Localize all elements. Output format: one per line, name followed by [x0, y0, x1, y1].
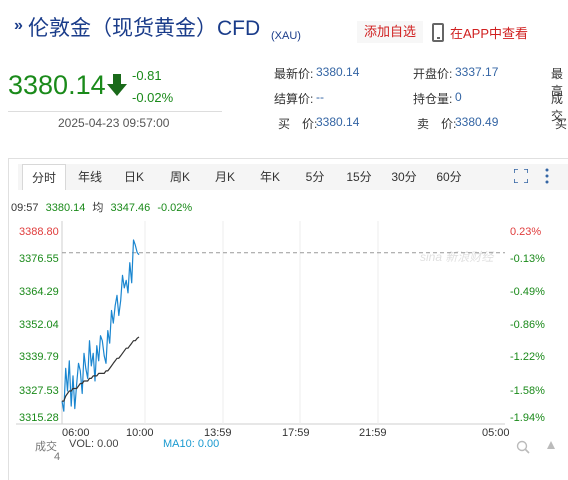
y-tick-price: 3327.53 [19, 385, 59, 397]
field-label: 开盘价: [413, 67, 453, 81]
divider [8, 111, 222, 112]
add-favorite-button[interactable]: 添加自选 [357, 21, 423, 43]
field-value: 0 [455, 90, 462, 104]
field-label: 买 价: [278, 117, 318, 131]
info-pct: -0.02% [157, 202, 193, 214]
field-value: 3337.17 [455, 65, 499, 79]
tab-year-line[interactable]: 年线 [77, 170, 102, 184]
tab-5min[interactable]: 5分 [305, 170, 325, 184]
zoom-in-icon[interactable] [516, 440, 530, 454]
field-label: 最高 [551, 67, 564, 98]
arrow-down-icon [107, 74, 127, 96]
tab-30min[interactable]: 30分 [391, 170, 417, 184]
y-tick-price: 3364.29 [19, 286, 59, 298]
y-tick-pct: -0.49% [510, 286, 545, 298]
field-label: 买 [555, 117, 568, 131]
last-price: 3380.14 [8, 70, 106, 100]
y-tick-pct: -0.13% [510, 253, 545, 265]
tab-intraday[interactable]: 分时 [22, 164, 66, 190]
tab-yearly-k[interactable]: 年K [259, 170, 280, 184]
tab-daily-k[interactable]: 日K [123, 170, 144, 184]
watermark: sina 新浪财经 [420, 250, 494, 264]
field-label: 卖 价: [417, 117, 457, 131]
y-tick-price: 3339.79 [19, 351, 59, 363]
y-tick-price: 3376.55 [19, 253, 59, 265]
page-title: 伦敦金（现货黄金）CFD [28, 17, 261, 40]
field-label: 结算价: [274, 92, 314, 106]
price-change: -0.81 [132, 68, 162, 83]
field-value: -- [316, 90, 324, 104]
instrument-code: (XAU) [271, 30, 301, 42]
x-tick: 21:59 [359, 427, 387, 439]
volume-label: 成交 [35, 441, 57, 453]
info-avg-label: 均 [92, 202, 104, 214]
more-vertical-icon[interactable] [544, 168, 550, 184]
tab-60min[interactable]: 60分 [436, 170, 462, 184]
chart-panel [8, 158, 568, 480]
info-avg: 3347.46 [110, 202, 151, 214]
y-tick-price: 3388.80 [19, 226, 59, 238]
crosshair-info: 09:57 3380.14 均 3347.46 -0.02% [11, 199, 196, 215]
x-tick: 17:59 [282, 427, 310, 439]
volume-value: VOL: 0.00 [69, 438, 119, 450]
ma10-value: MA10: 0.00 [163, 438, 220, 450]
field-value: 3380.14 [316, 65, 360, 79]
price-line [61, 239, 140, 412]
y-tick-pct: -1.58% [510, 385, 545, 397]
phone-icon[interactable] [432, 23, 444, 42]
tab-15min[interactable]: 15分 [346, 170, 372, 184]
tab-weekly-k[interactable]: 周K [169, 170, 190, 184]
price-change-percent: -0.02% [132, 90, 174, 105]
triangle-up-icon[interactable] [546, 440, 556, 450]
quote-timestamp: 2025-04-23 09:57:00 [58, 116, 170, 130]
y-tick-price: 3315.28 [19, 412, 59, 424]
title-mark: » [14, 17, 23, 34]
y-tick-pct: -1.94% [510, 412, 545, 424]
average-price-line [62, 336, 140, 402]
volume-sublabel: 4 [54, 451, 61, 463]
x-tick: 05:00 [482, 427, 510, 439]
y-tick-pct: 0.23% [510, 226, 542, 238]
info-price: 3380.14 [45, 202, 86, 214]
field-value: 3380.49 [455, 115, 499, 129]
y-tick-price: 3352.04 [19, 319, 59, 331]
x-tick: 13:59 [204, 427, 232, 439]
chart-tabs [18, 164, 568, 190]
field-label: 持仓量: [413, 92, 453, 106]
field-label: 最新价: [274, 67, 314, 81]
field-label: 成交 [551, 92, 564, 123]
y-tick-pct: -0.86% [510, 319, 545, 331]
view-in-app-link[interactable]: 在APP中查看 [450, 26, 529, 41]
info-time: 09:57 [11, 202, 39, 214]
x-tick: 10:00 [126, 427, 154, 439]
field-value: 3380.14 [316, 115, 360, 129]
tab-monthly-k[interactable]: 月K [214, 170, 235, 184]
x-tick: 06:00 [62, 427, 90, 439]
y-tick-pct: -1.22% [510, 351, 545, 363]
